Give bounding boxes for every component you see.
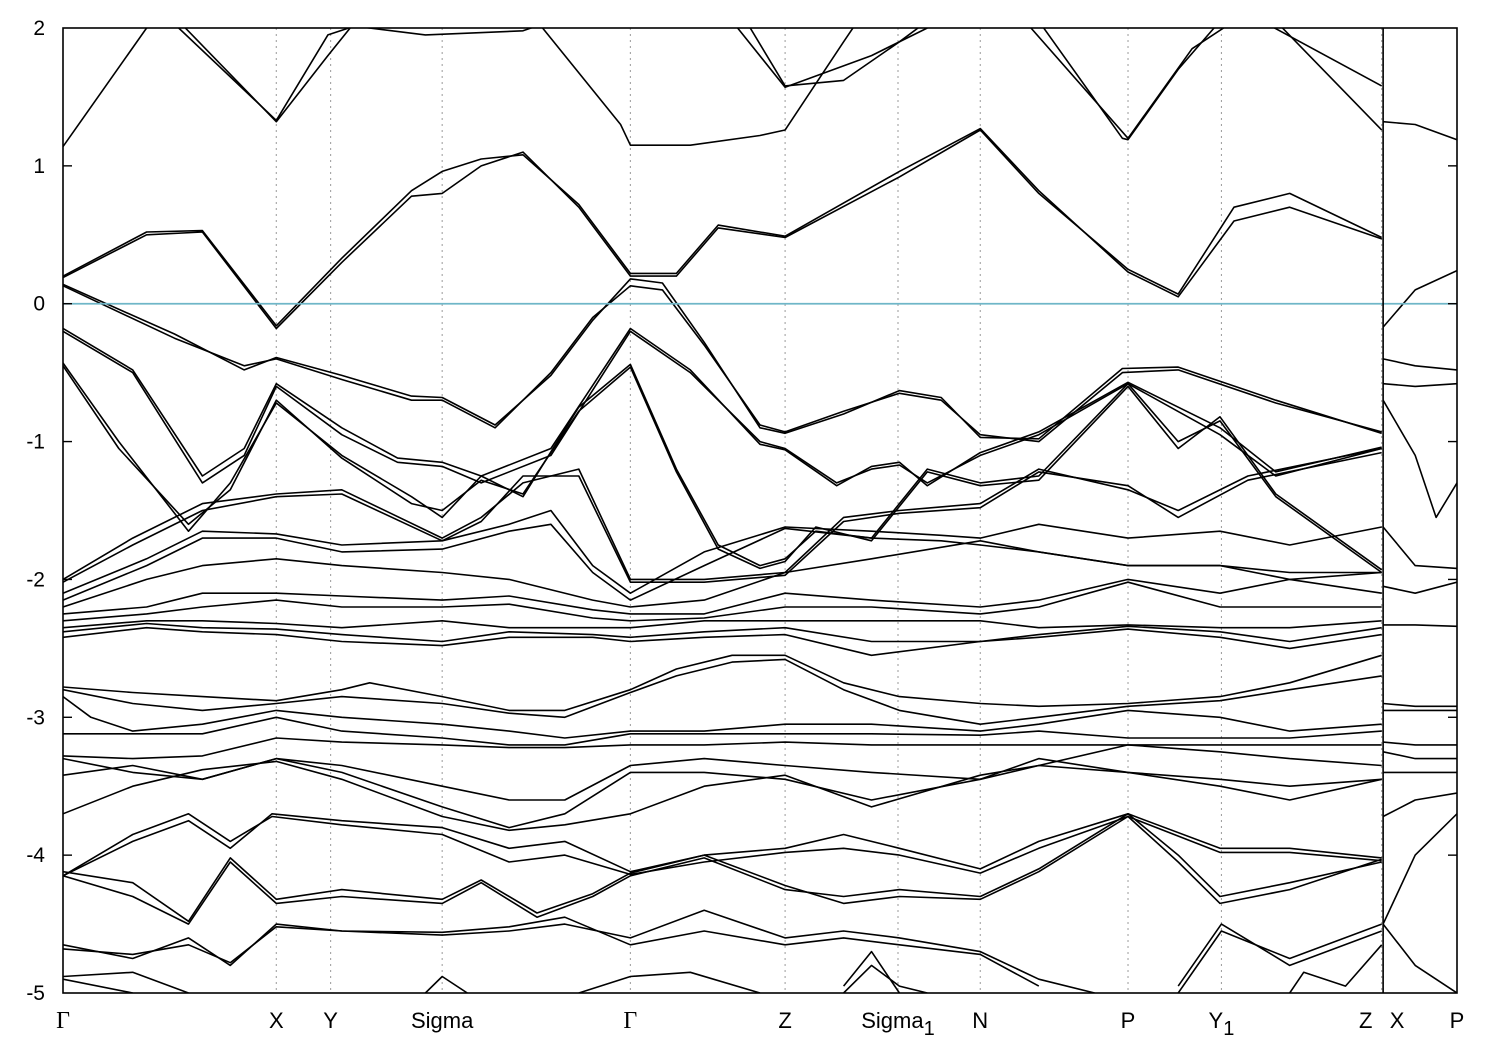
ytick-label-4: -2 [26, 568, 45, 591]
kpoint-label-X: X [269, 1008, 284, 1033]
band-line-12 [63, 129, 1383, 330]
kpoint-label-gamma: Γ [56, 1008, 70, 1034]
band-line-20 [63, 362, 1383, 574]
band-line-28 [1382, 526, 1457, 570]
band-line-9 [1281, 28, 1383, 131]
band-line-22 [1383, 382, 1457, 388]
band-line-47 [1382, 751, 1457, 760]
band-line-17 [63, 330, 1382, 484]
ytick-label-7: -5 [26, 982, 45, 1005]
band-line-6 [736, 28, 928, 89]
band-line-5 [749, 28, 920, 87]
kpoint-label-Z-2: Z [1359, 1008, 1372, 1033]
band-line-55 [63, 815, 1382, 923]
band-line-65 [1177, 923, 1382, 987]
band-line-29 [63, 540, 1382, 608]
band-line-43 [63, 737, 1382, 760]
kpoint-label-Sigma1: Sigma1 [861, 1008, 934, 1040]
band-line-66 [1289, 944, 1383, 993]
kpoint-label-Z: Z [778, 1008, 791, 1033]
band-line-36 [1383, 624, 1457, 628]
plot-frame [62, 27, 1458, 994]
band-line-60 [578, 971, 761, 993]
kpoint-subscript-Sigma1: 1 [924, 1018, 935, 1040]
band-line-24 [63, 447, 1382, 581]
band-line-48 [63, 760, 1382, 832]
band-line-11 [1383, 120, 1457, 141]
band-line-62 [843, 964, 928, 993]
band-line-35 [63, 626, 1382, 657]
band-line-44 [63, 744, 1382, 801]
band-line-25 [63, 451, 1382, 583]
band-line-33 [63, 620, 1382, 629]
band-line-64 [1177, 923, 1382, 993]
band-line-67 [1382, 923, 1457, 993]
kpoint-label-P: P [1121, 1008, 1136, 1033]
ytick-label-1: 1 [33, 155, 45, 178]
kpoint-label-P-2: P [1450, 1008, 1465, 1033]
band-line-15 [63, 285, 1382, 443]
band-line-23 [1382, 399, 1457, 519]
band-line-58 [63, 971, 189, 993]
band-line-61 [424, 975, 468, 993]
band-line-27 [63, 523, 1382, 601]
band-line-54 [63, 813, 1382, 925]
band-line-51 [63, 813, 1382, 877]
band-line-7 [1042, 28, 1216, 141]
band-line-38 [63, 658, 1382, 725]
kpoint-subscript-Y1: 1 [1223, 1018, 1234, 1040]
band-line-37 [63, 654, 1382, 712]
ytick-label-3: -1 [26, 431, 45, 454]
band-line-1 [63, 28, 352, 148]
band-line-3 [363, 28, 534, 36]
band-line-4 [541, 28, 854, 146]
band-line-31 [63, 581, 1382, 622]
ytick-label-0: 2 [33, 17, 45, 40]
band-line-53 [1382, 813, 1457, 925]
band-line-52 [1382, 792, 1457, 818]
band-line-45 [1383, 741, 1457, 746]
band-line-19 [1382, 358, 1457, 371]
band-line-59 [63, 978, 133, 993]
band-line-39 [1383, 702, 1457, 708]
band-line-34 [63, 622, 1382, 643]
band-line-13 [63, 127, 1382, 327]
kpoint-label-Y1: Y1 [1209, 1008, 1235, 1040]
band-line-18 [63, 327, 1382, 487]
ytick-label-2: 0 [33, 293, 45, 316]
band-lines [63, 28, 1457, 993]
band-line-10 [1272, 28, 1383, 87]
band-line-41 [63, 716, 1382, 746]
band-line-57 [63, 916, 1040, 987]
kpoint-label-Sigma: Sigma [411, 1008, 474, 1033]
band-line-2 [178, 28, 352, 122]
band-line-32 [1382, 581, 1457, 594]
band-line-30 [63, 578, 1382, 615]
band-line-63 [842, 950, 901, 993]
kpoint-label-gamma-2: Γ [623, 1008, 637, 1034]
kpoint-label-Y: Y [323, 1008, 338, 1033]
band-line-46 [63, 757, 1382, 829]
ytick-label-6: -4 [26, 844, 45, 867]
kpoint-label-N: N [972, 1008, 988, 1033]
band-line-21 [63, 365, 1383, 571]
kpoint-label-X-2: X [1390, 1008, 1405, 1033]
ytick-label-5: -3 [26, 706, 45, 729]
band-line-8 [1029, 28, 1225, 140]
band-line-40 [63, 695, 1382, 739]
band-line-26 [63, 509, 1382, 594]
band-line-14 [1382, 269, 1457, 328]
